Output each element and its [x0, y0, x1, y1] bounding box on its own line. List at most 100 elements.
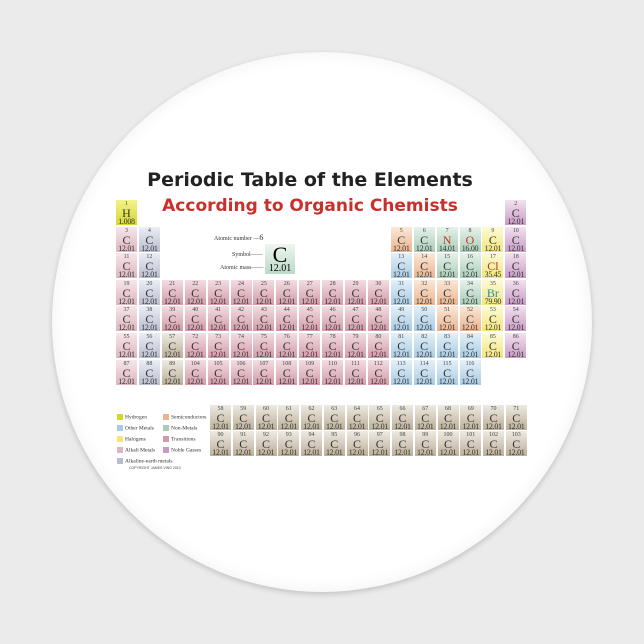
element-cell-103: 103 C 12.01	[505, 431, 528, 456]
element-cell-51: 51 C 12.01	[436, 306, 459, 332]
element-cell-48: 48 C 12.01	[367, 306, 390, 332]
element-cell-115: 115 C 12.01	[436, 359, 459, 385]
atomic-number: 18	[512, 254, 519, 261]
element-cell-116: 116 C 12.01	[459, 359, 482, 385]
element-cell-68: 68 C 12.01	[437, 405, 460, 430]
atomic-number: 4	[147, 227, 151, 234]
element-symbol: C	[122, 259, 131, 274]
element-symbol: C	[465, 365, 474, 380]
element-cell-82: 82 C 12.01	[413, 333, 436, 358]
atomic-mass: 12.01	[301, 296, 318, 305]
atomic-mass: 12.01	[461, 270, 479, 279]
element-cell-100: 100 C 12.01	[437, 431, 460, 456]
legend-swatch	[163, 447, 169, 453]
element-cell-50: 50 C 12.01	[413, 306, 436, 332]
atomic-mass: 12.01	[303, 448, 320, 457]
atomic-mass: 1.008	[118, 217, 135, 226]
atomic-number: 104	[190, 360, 200, 367]
atomic-mass: 12.01	[438, 376, 456, 385]
element-symbol: C	[465, 339, 474, 353]
atomic-mass: 12.01	[301, 376, 318, 385]
legend-item-alkaline-earth: Alkaline-earth metals	[117, 458, 173, 465]
atomic-mass: 12.01	[232, 296, 250, 305]
element-cell-113: 113 C 12.01	[390, 359, 413, 385]
atomic-mass: 12.01	[232, 376, 250, 385]
element-symbol: C	[261, 437, 270, 451]
atomic-number: 6	[422, 227, 426, 234]
key-symbol-text: Symbol	[232, 252, 251, 258]
atomic-mass: 12.01	[324, 296, 341, 305]
element-symbol: C	[214, 312, 223, 327]
atomic-mass: 12.01	[325, 448, 343, 457]
atomic-mass: 12.01	[415, 270, 433, 279]
atomic-number: 51	[444, 307, 451, 314]
atomic-mass: 12.01	[370, 296, 387, 305]
element-cell-80: 80 C 12.01	[367, 333, 390, 358]
element-symbol: C	[328, 285, 337, 300]
element-symbol: C	[239, 411, 248, 425]
atomic-number: 31	[398, 280, 405, 287]
atomic-mass: 12.01	[301, 323, 318, 332]
atomic-mass: 12.01	[461, 350, 479, 359]
atomic-mass: 12.01	[186, 350, 204, 359]
element-symbol: C	[489, 411, 498, 425]
legend-label: Semiconductors	[171, 414, 207, 421]
atomic-mass: 12.01	[212, 422, 229, 431]
legend-swatch	[163, 414, 169, 420]
atomic-mass: 12.01	[393, 243, 410, 252]
atomic-mass: 12.01	[118, 376, 135, 385]
element-symbol: C	[305, 339, 314, 353]
element-symbol: C	[259, 312, 268, 327]
atomic-mass: 12.01	[507, 243, 525, 252]
element-symbol: C	[168, 285, 177, 300]
element-cell-60: 60 C 12.01	[255, 405, 278, 431]
atomic-number: 108	[282, 360, 292, 367]
element-cell-85: 85 C 12.01	[482, 333, 505, 358]
element-symbol: C	[351, 339, 360, 353]
atomic-number: 66	[399, 406, 406, 412]
atomic-number: 105	[213, 360, 223, 367]
atomic-number: 13	[398, 254, 405, 261]
atomic-mass: 12.01	[141, 270, 158, 279]
atomic-mass: 12.01	[280, 448, 297, 457]
element-symbol: C	[259, 285, 268, 300]
element-cell-40: 40 C 12.01	[184, 306, 207, 332]
legend-label: Halogens	[125, 436, 146, 443]
atomic-mass: 12.01	[393, 350, 410, 359]
atomic-number: 65	[376, 406, 383, 412]
atomic-mass: 12.01	[461, 323, 479, 332]
atomic-number: 44	[283, 307, 290, 314]
element-symbol: C	[122, 339, 131, 353]
element-symbol: C	[465, 312, 474, 327]
element-symbol: C	[397, 312, 406, 327]
atomic-mass: 12.01	[232, 350, 250, 359]
atomic-number: 92	[263, 432, 269, 438]
element-symbol: C	[191, 365, 200, 380]
atomic-number: 107	[259, 360, 269, 367]
element-cell-107: 107 C 12.01	[253, 359, 276, 385]
element-cell-114: 114 C 12.01	[413, 359, 436, 385]
legend-label: Alkaline-earth metals	[125, 458, 173, 465]
atomic-number: 60	[263, 406, 269, 412]
atomic-number: 116	[465, 360, 475, 367]
element-cell-84: 84 C 12.01	[459, 333, 482, 359]
atomic-number: 26	[283, 280, 290, 287]
element-symbol: C	[421, 411, 430, 425]
atomic-number: 47	[352, 307, 359, 314]
legend-label: Hydrogen	[125, 414, 147, 421]
element-symbol: C	[236, 312, 245, 327]
element-symbol: C	[282, 339, 291, 353]
element-symbol: C	[282, 285, 291, 300]
atomic-mass: 12.01	[257, 422, 275, 431]
element-cell-66: 66 C 12.01	[392, 405, 414, 430]
legend-item-alkali: Alkali Metals	[117, 447, 155, 454]
atomic-mass: 14.01	[438, 243, 456, 252]
element-cell-15: 15 C 12.01	[436, 253, 459, 279]
element-cell-76: 76 C 12.01	[276, 333, 299, 358]
atomic-number: 24	[238, 280, 244, 287]
element-symbol: Cl	[487, 259, 499, 274]
atomic-mass: 12.01	[347, 350, 364, 359]
atomic-number: 78	[329, 334, 336, 340]
element-cell-75: 75 C 12.01	[253, 333, 276, 358]
atomic-number: 68	[445, 406, 451, 412]
